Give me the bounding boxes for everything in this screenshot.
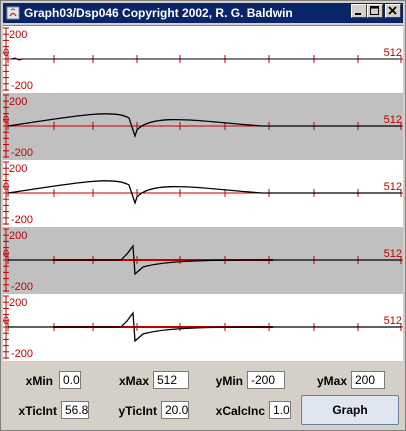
plot-3-ymin-label: -200 xyxy=(11,214,33,226)
minimize-icon xyxy=(355,13,361,15)
plot-3-ymax-label: 200 xyxy=(9,163,27,175)
plot-5-ymin-label: -200 xyxy=(11,348,33,360)
plot-4-ymax-label: 200 xyxy=(9,230,27,242)
close-button[interactable] xyxy=(385,4,401,18)
plot-area: 200 -200 0 512 200 -200 0 512 200 -200 0 512 200 -200… xyxy=(3,25,403,361)
plot-3-xmax-label: 512 xyxy=(384,181,402,193)
plot-2-xmax-label: 512 xyxy=(384,114,402,126)
control-panel: xMin 0.0 xMax 512 yMin -200 yMax 200 xTi… xyxy=(3,363,403,429)
xmin-label: xMin xyxy=(25,374,53,388)
plot-4-xmax-label: 512 xyxy=(384,248,402,260)
plot-2-trace xyxy=(7,113,401,139)
xmin-field[interactable]: 0.0 xyxy=(59,371,81,389)
plot-1-ymax-label: 200 xyxy=(9,29,27,41)
ymin-label: yMin xyxy=(215,374,243,388)
plot-1-xmax-label: 512 xyxy=(384,47,402,59)
maximize-icon xyxy=(370,6,379,15)
xticint-field[interactable]: 56.8 xyxy=(61,401,89,419)
plot-4-zero-label: 0 xyxy=(3,248,9,260)
close-icon xyxy=(388,6,397,15)
plot-3-trace xyxy=(7,180,401,206)
plot-2-zero-label: 0 xyxy=(3,114,9,126)
ymax-field[interactable]: 200 xyxy=(351,371,385,389)
plot-1-trace xyxy=(10,57,399,61)
plot-1-zero-label: 0 xyxy=(3,47,9,59)
plot-5-ymax-label: 200 xyxy=(9,297,27,309)
yticint-field[interactable]: 20.0 xyxy=(161,401,189,419)
plot-5-zero-label: 0 xyxy=(3,315,9,327)
plot-2-ymin-label: -200 xyxy=(11,147,33,159)
plot-3-zero-label: 0 xyxy=(3,181,9,193)
plot-5-trace xyxy=(8,311,401,343)
java-app-icon xyxy=(6,6,20,20)
plot-4-trace xyxy=(8,244,401,276)
plot-2-ymax-label: 200 xyxy=(9,96,27,108)
xmax-label: xMax xyxy=(118,374,149,388)
ymax-label: yMax xyxy=(316,374,347,388)
xcalcinc-field[interactable]: 1.0 xyxy=(269,401,291,419)
maximize-button[interactable] xyxy=(367,4,383,18)
title-bar[interactable]: Graph03/Dsp046 Copyright 2002, R. G. Bal… xyxy=(3,3,403,23)
plot-1-ymin-label: -200 xyxy=(11,80,33,92)
window-title: Graph03/Dsp046 Copyright 2002, R. G. Bal… xyxy=(24,6,293,20)
graph-button[interactable]: Graph xyxy=(301,395,399,425)
plot-4-ymin-label: -200 xyxy=(11,281,33,293)
xticint-label: xTicInt xyxy=(18,404,57,418)
yticint-label: yTicInt xyxy=(118,404,157,418)
plot-canvas: 200 -200 0 512 200 -200 0 512 200 -200 0 512 200 -200… xyxy=(3,26,403,361)
minimize-button[interactable] xyxy=(351,4,367,18)
xmax-field[interactable]: 512 xyxy=(153,371,189,389)
plot-5-xmax-label: 512 xyxy=(384,315,402,327)
xcalcinc-label: xCalcInc xyxy=(215,404,265,418)
ymin-field[interactable]: -200 xyxy=(247,371,285,389)
